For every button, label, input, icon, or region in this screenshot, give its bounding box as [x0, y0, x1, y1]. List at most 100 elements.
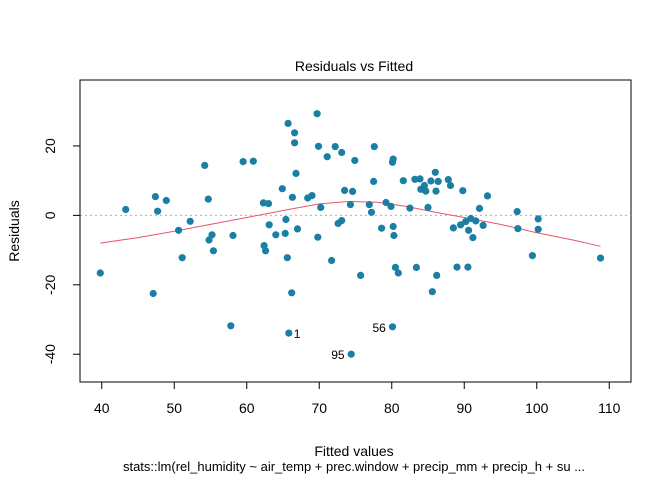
residual-point — [208, 231, 216, 239]
residual-point — [264, 200, 273, 208]
residual-point — [416, 175, 424, 183]
x-axis-title: Fitted values — [314, 443, 393, 459]
y-axis-title: Residuals — [6, 200, 22, 261]
residual-point — [534, 215, 542, 223]
y-tick-label: -20 — [42, 274, 58, 294]
residual-point — [291, 129, 299, 137]
residual-point — [596, 254, 605, 262]
residual-point — [229, 231, 237, 240]
residual-point — [227, 322, 235, 330]
y-tick-label: 20 — [42, 138, 58, 154]
residual-point — [272, 231, 280, 239]
residual-point — [465, 226, 473, 234]
residual-point — [331, 143, 339, 151]
residual-point — [449, 224, 457, 232]
residual-point — [282, 215, 290, 224]
residual-point — [175, 226, 183, 234]
residual-point — [122, 205, 130, 214]
residual-point — [472, 217, 480, 225]
residual-point — [346, 201, 354, 209]
residual-point — [293, 225, 302, 233]
residual-point — [370, 143, 378, 151]
residual-point — [347, 350, 355, 358]
residual-point — [357, 271, 365, 279]
x-tick-label: 90 — [456, 400, 472, 416]
residual-point — [308, 192, 316, 200]
points-group — [96, 110, 605, 358]
residual-point — [204, 195, 212, 203]
residual-point — [406, 204, 414, 212]
residual-point — [399, 177, 407, 185]
residual-point — [378, 224, 386, 232]
residual-point — [209, 247, 217, 255]
x-axis: 40 50 60 70 80 90 100 110 — [94, 381, 621, 416]
residual-point — [365, 201, 373, 209]
residual-point — [483, 192, 492, 200]
residual-point — [278, 185, 286, 193]
x-tick-label: 100 — [525, 400, 549, 416]
residual-point — [313, 110, 321, 118]
residual-point — [281, 229, 289, 237]
residual-point — [154, 207, 162, 215]
chart-title: Residuals vs Fitted — [295, 58, 413, 74]
residual-point — [388, 323, 397, 331]
residual-point — [534, 225, 542, 233]
residual-point — [464, 263, 472, 271]
residual-point — [314, 233, 322, 241]
residual-point — [389, 155, 397, 163]
residual-point — [317, 203, 325, 211]
residual-point — [96, 269, 104, 277]
residual-point — [265, 221, 273, 229]
outlier-label: 1 — [294, 327, 301, 341]
residual-point — [262, 247, 270, 255]
residual-point — [249, 157, 257, 165]
outlier-label: 56 — [373, 321, 387, 335]
residual-point — [459, 187, 467, 195]
residual-point — [453, 263, 461, 271]
smooth-line — [100, 200, 601, 247]
x-tick-label: 110 — [598, 400, 621, 416]
residual-point — [338, 217, 346, 225]
residual-point — [323, 153, 331, 161]
residual-point — [387, 202, 395, 210]
residual-point — [291, 139, 299, 147]
residual-point — [283, 254, 291, 262]
x-tick-label: 50 — [166, 400, 182, 416]
residual-point — [394, 269, 402, 277]
residual-point — [370, 177, 378, 185]
residual-point — [389, 222, 397, 231]
residual-point — [428, 288, 436, 296]
residual-point — [433, 271, 441, 279]
residual-point — [444, 176, 452, 184]
residual-point — [284, 119, 292, 127]
y-tick-label: -40 — [42, 344, 58, 364]
residual-point — [288, 193, 296, 201]
residual-point — [412, 263, 420, 271]
y-tick-label: 0 — [42, 211, 58, 219]
residual-point — [288, 289, 296, 297]
residual-point — [391, 263, 399, 271]
residual-point — [424, 203, 432, 211]
residual-point — [338, 148, 346, 157]
smooth-line-group — [100, 200, 601, 247]
residual-point — [479, 221, 487, 229]
outlier-label: 95 — [331, 348, 345, 362]
residual-point — [328, 256, 336, 265]
residual-point — [434, 177, 442, 185]
residual-point — [420, 181, 428, 190]
residual-point — [151, 193, 159, 201]
residual-point — [427, 177, 435, 185]
residual-point — [239, 158, 247, 166]
y-axis: -40 -20 0 20 — [42, 138, 81, 364]
residual-point — [432, 187, 440, 195]
point-labels-group: 1 95 56 — [294, 321, 386, 362]
residual-point — [367, 208, 376, 216]
model-caption: stats::lm(rel_humidity ~ air_temp + prec… — [123, 459, 585, 474]
residual-point — [149, 289, 157, 298]
residual-point — [382, 198, 390, 207]
residual-point — [390, 231, 398, 240]
residual-point — [186, 217, 194, 225]
residual-point — [514, 225, 522, 233]
residual-point — [528, 252, 537, 260]
